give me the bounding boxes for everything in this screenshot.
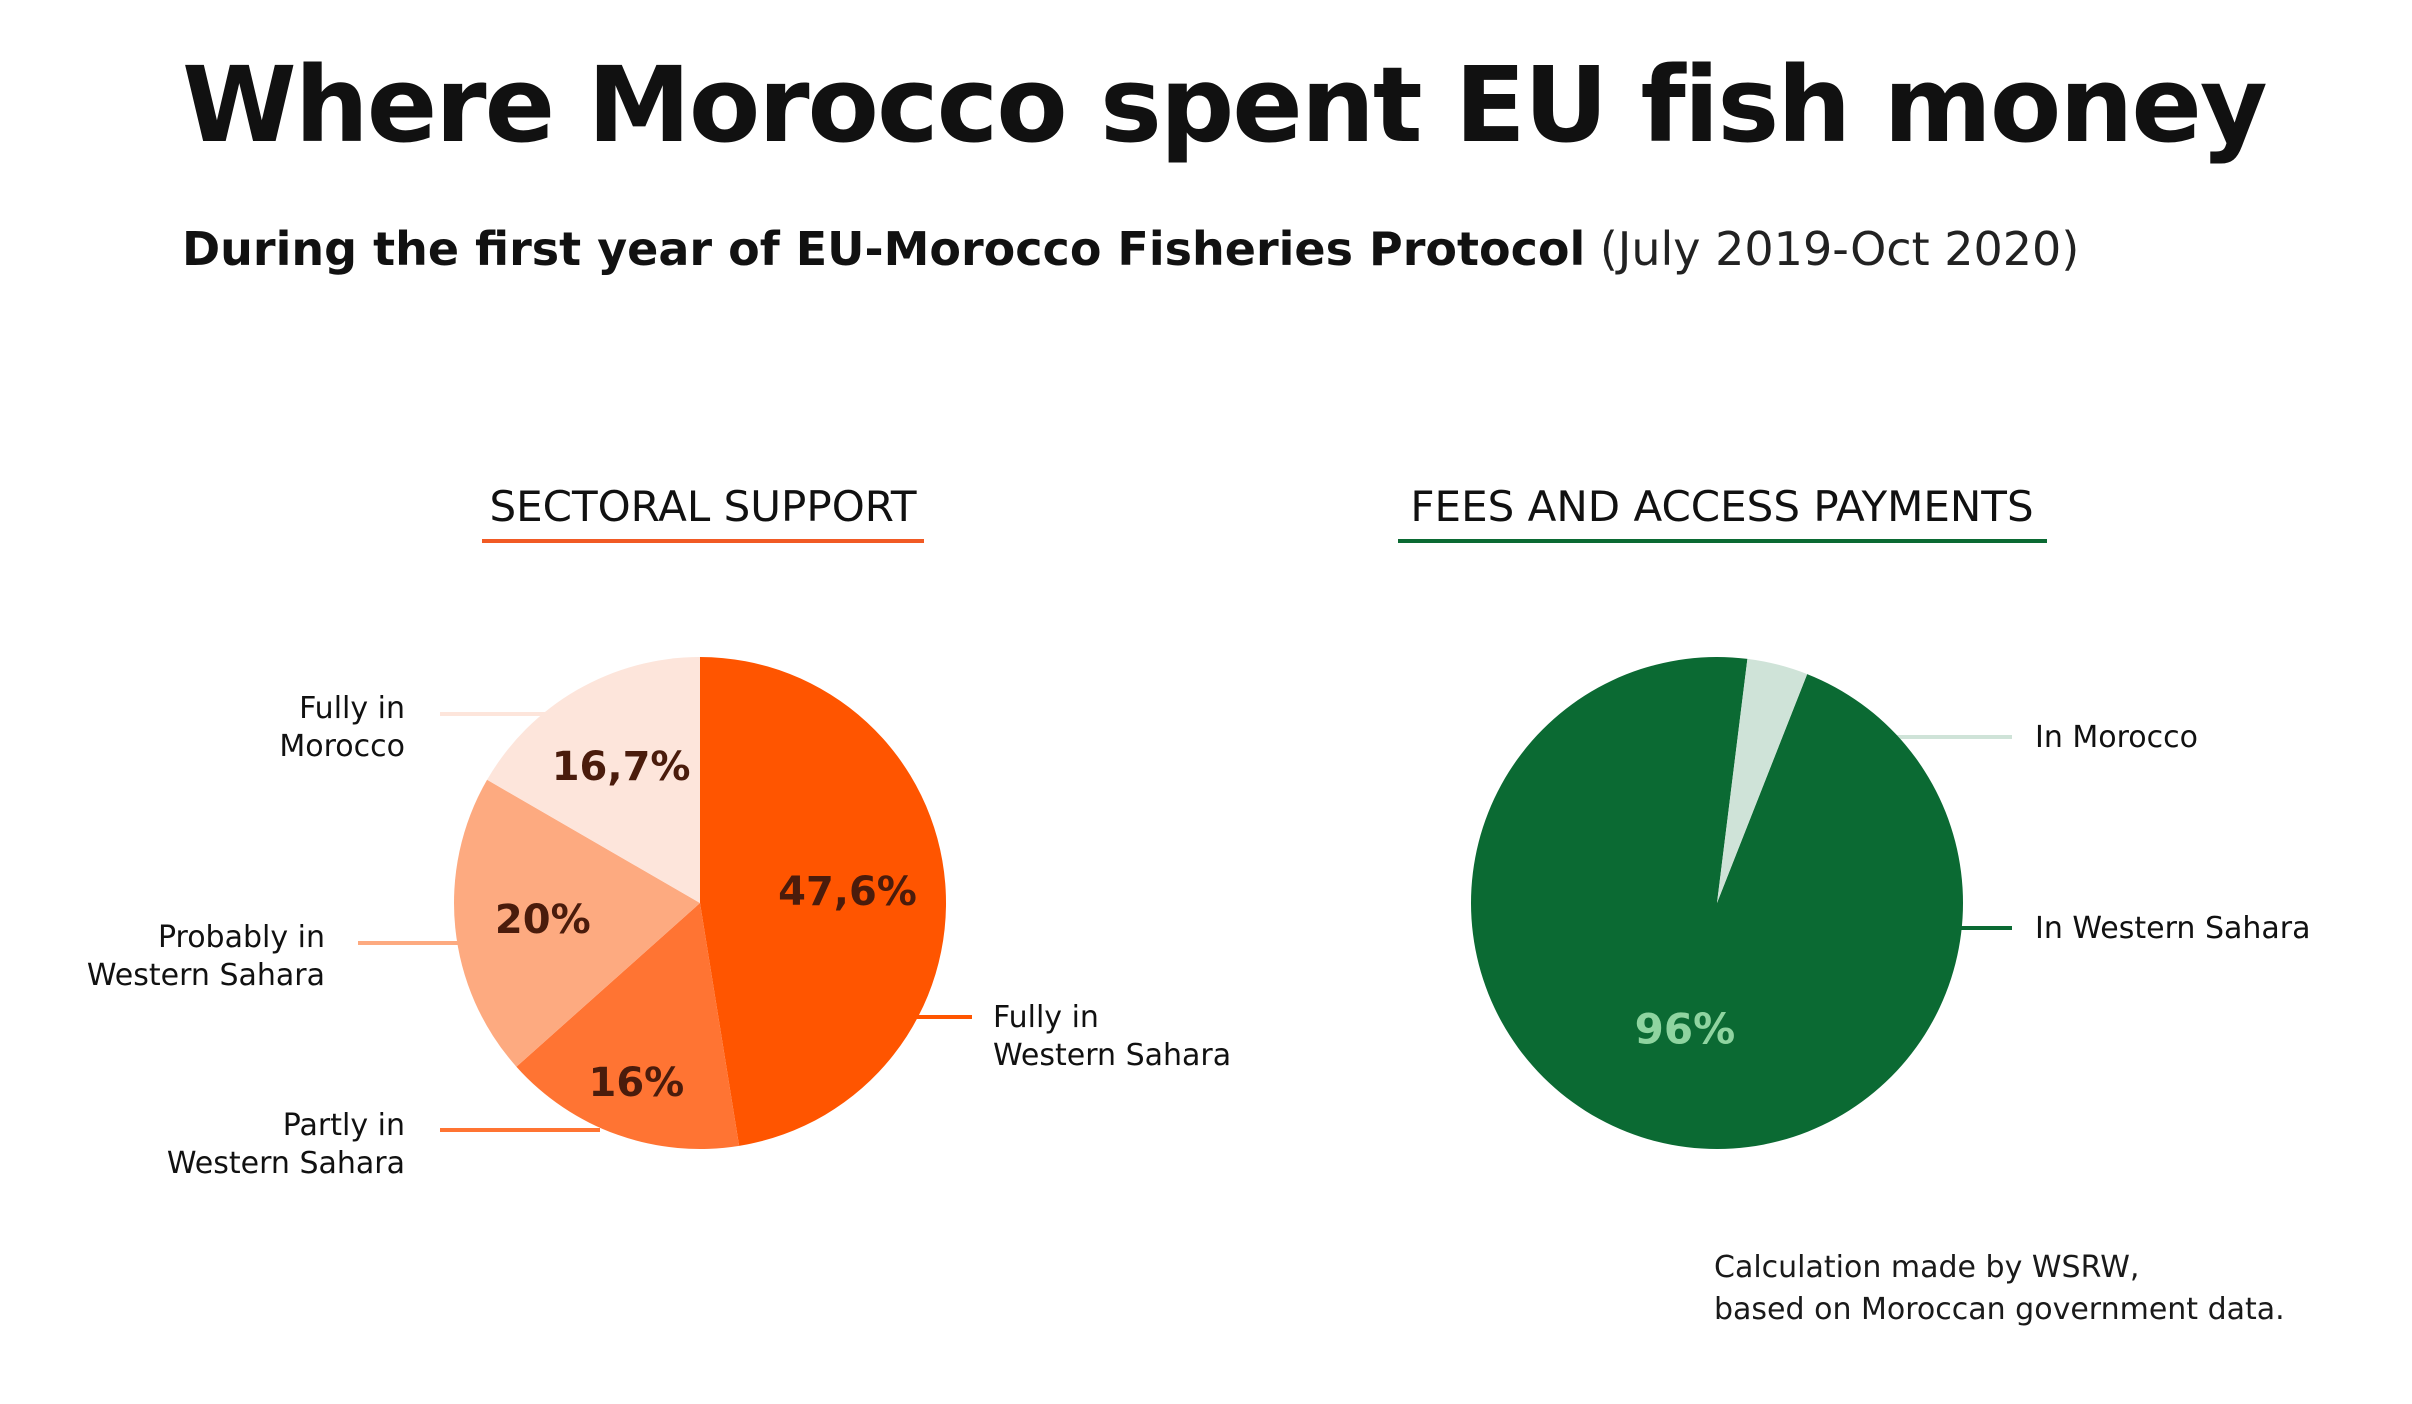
subtitle-period: (July 2019-Oct 2020) — [1599, 222, 2080, 276]
pie-slice-fully-in-western-sahara — [700, 657, 947, 1146]
value-label-fully-in-morocco: 16,7% — [552, 744, 691, 790]
category-label-in-western-sahara: In Western Sahara — [2035, 911, 2311, 946]
category-label-fully-in-western-sahara: Fully in Western Sahara — [993, 1000, 1231, 1073]
pie-slice-partly-in-western-sahara — [516, 903, 740, 1150]
fees-access-pie — [1471, 657, 1964, 1150]
source-note: Calculation made by WSRW, based on Moroc… — [1714, 1247, 2285, 1331]
fees-category-labels: In Morocco In Western Sahara — [2035, 720, 2311, 946]
category-label-in-morocco: In Morocco — [2035, 720, 2198, 755]
value-label-partly-in-western-sahara: 16% — [589, 1060, 685, 1106]
chart-title: Where Morocco spent EU fish money — [182, 44, 2268, 166]
value-label-probably-in-western-sahara: 20% — [495, 897, 591, 943]
sectoral-support-pie — [454, 657, 947, 1150]
sectoral-support-heading: SECTORAL SUPPORT — [489, 482, 916, 531]
category-label-probably-in-western-sahara: Probably in Western Sahara — [87, 920, 325, 993]
category-label-fully-in-morocco: Fully in Morocco — [279, 691, 405, 764]
value-label-in-western-sahara: 96% — [1635, 1005, 1736, 1054]
source-note-line-2: based on Moroccan government data. — [1714, 1292, 2285, 1327]
pie-slice-in-western-sahara — [1471, 657, 1964, 1150]
source-note-line-1: Calculation made by WSRW, — [1714, 1250, 2140, 1285]
fees-leader-lines — [1880, 735, 2012, 930]
fees-value-labels: 96% — [1635, 1005, 1736, 1054]
sectoral-value-labels: 47,6% 16% 20% 16,7% — [495, 744, 917, 1106]
category-label-partly-in-western-sahara: Partly in Western Sahara — [167, 1108, 405, 1181]
sectoral-category-labels: Fully in Morocco Probably in Western Sahara… — [87, 691, 1231, 1181]
value-label-fully-in-western-sahara: 47,6% — [778, 869, 917, 915]
fees-access-heading: FEES AND ACCESS PAYMENTS — [1410, 482, 2033, 531]
pie-slice-in-morocco — [1717, 658, 1808, 903]
pie-slice-fully-in-morocco — [487, 657, 700, 903]
chart-subtitle: During the first year of EU-Morocco Fish… — [182, 222, 2079, 277]
subtitle-main: During the first year of EU-Morocco Fish… — [182, 222, 1586, 276]
pie-slice-probably-in-western-sahara — [454, 779, 700, 1067]
